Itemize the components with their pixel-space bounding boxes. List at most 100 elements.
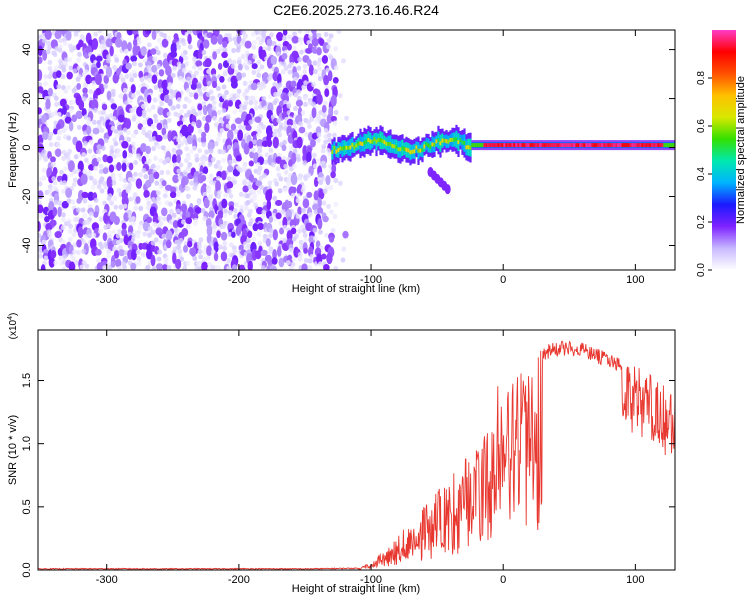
- noise-cell: [123, 48, 129, 54]
- snr-panel: -300 -200 -100 0 100 0.0 0.5 1.0 1.5 Height of …: [7, 313, 676, 595]
- noise-cell: [115, 258, 122, 268]
- noise-cell: [107, 230, 112, 236]
- noise-cell: [66, 156, 71, 162]
- noise-cell: [275, 91, 281, 97]
- noise-cell: [324, 84, 330, 91]
- noise-cell: [40, 213, 46, 219]
- noise-cell: [130, 83, 136, 94]
- noise-cell: [82, 169, 88, 175]
- noise-cell: [138, 224, 143, 230]
- noise-cell: [60, 212, 66, 218]
- noise-cell: [131, 233, 137, 239]
- noise-cell: [203, 156, 209, 162]
- noise-cell: [290, 227, 297, 235]
- noise-cell: [216, 109, 222, 115]
- noise-cell: [289, 144, 294, 151]
- noise-cell: [257, 148, 263, 154]
- noise-cell: [317, 66, 322, 72]
- noise-cell: [177, 175, 183, 181]
- noise-cell: [282, 35, 287, 41]
- noise-cell: [158, 158, 164, 164]
- stray-cell: [444, 184, 451, 195]
- noise-cell: [302, 69, 308, 75]
- x-tick-label: -300: [96, 274, 118, 286]
- noise-cell: [81, 108, 87, 117]
- noise-cell: [41, 167, 47, 173]
- noise-cell: [276, 172, 282, 178]
- band-core-cell: [573, 143, 576, 148]
- noise-cell: [44, 30, 52, 41]
- band-core-cell: [521, 143, 524, 148]
- noise-cell: [248, 100, 254, 106]
- band-core-cell: [605, 143, 608, 148]
- noise-cell: [280, 209, 286, 215]
- band-core-cell: [579, 143, 582, 148]
- noise-cell: [327, 137, 333, 143]
- x-tick-label: 0: [500, 274, 506, 286]
- noise-cell: [240, 37, 246, 44]
- noise-cell: [68, 261, 76, 270]
- noise-cell: [215, 180, 221, 193]
- noise-cell: [96, 119, 102, 126]
- band-core-cell: [355, 143, 358, 148]
- noise-cell: [61, 266, 67, 270]
- noise-cell: [88, 89, 94, 95]
- noise-cell: [182, 103, 188, 110]
- noise-cell: [165, 65, 172, 76]
- noise-cell: [91, 99, 99, 111]
- band-core-cell: [627, 143, 630, 148]
- noise-cell: [51, 176, 57, 182]
- band-core-cell: [599, 143, 602, 148]
- noise-cell: [256, 68, 261, 74]
- noise-cell: [38, 232, 42, 239]
- band-core-cell: [641, 143, 644, 148]
- noise-cell: [221, 157, 226, 163]
- band-core-cell: [411, 149, 414, 154]
- noise-cell: [105, 38, 113, 48]
- noise-cell: [113, 141, 119, 147]
- noise-cell: [91, 38, 99, 50]
- noise-cell: [221, 84, 227, 90]
- band-core-cell: [423, 144, 426, 149]
- noise-cell: [204, 149, 210, 155]
- noise-cell: [287, 200, 293, 209]
- band-core-cell: [449, 138, 452, 143]
- noise-cell: [206, 187, 212, 194]
- noise-cell: [323, 74, 330, 86]
- noise-cell: [54, 101, 59, 107]
- noise-cell: [340, 257, 346, 263]
- noise-cell: [222, 71, 228, 77]
- noise-cell: [151, 136, 157, 142]
- noise-cell: [168, 201, 173, 207]
- band-core-cell: [415, 145, 418, 150]
- noise-cell: [223, 208, 228, 214]
- noise-cell: [311, 82, 316, 88]
- noise-cell: [247, 59, 252, 66]
- noise-cell: [160, 207, 168, 217]
- noise-cell: [268, 32, 274, 38]
- noise-cell: [43, 81, 48, 87]
- noise-cell: [277, 132, 283, 138]
- noise-cell: [153, 171, 160, 180]
- noise-cell: [56, 83, 62, 90]
- noise-cell: [205, 255, 211, 261]
- band-core-cell: [569, 143, 572, 148]
- noise-cell: [143, 189, 150, 199]
- noise-cell: [140, 46, 148, 57]
- noise-cell: [132, 171, 138, 177]
- noise-cell: [226, 265, 232, 270]
- noise-cell: [183, 244, 189, 253]
- noise-cell: [146, 42, 152, 48]
- noise-cell: [131, 215, 136, 222]
- noise-cell: [55, 123, 61, 130]
- noise-cell: [238, 264, 246, 270]
- band-core-cell: [585, 143, 588, 148]
- band-core-cell: [611, 143, 614, 148]
- noise-cell: [182, 265, 188, 270]
- noise-cell: [222, 212, 228, 218]
- y-tick-label: 0.0: [21, 562, 33, 577]
- noise-cell: [114, 38, 123, 48]
- noise-cell: [136, 260, 142, 267]
- noise-cell: [322, 215, 329, 223]
- noise-cell: [106, 58, 111, 64]
